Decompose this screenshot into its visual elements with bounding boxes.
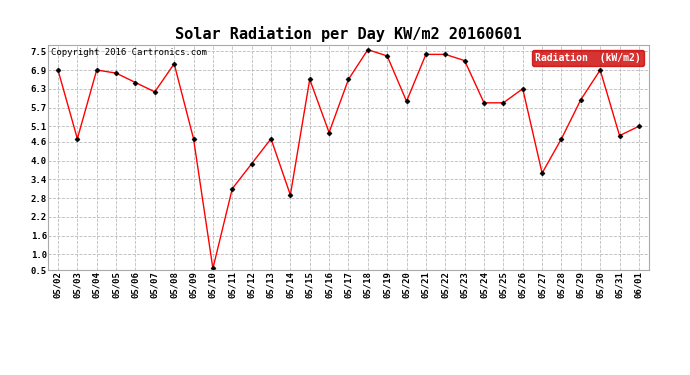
Legend: Radiation  (kW/m2): Radiation (kW/m2)	[532, 50, 644, 66]
Title: Solar Radiation per Day KW/m2 20160601: Solar Radiation per Day KW/m2 20160601	[175, 27, 522, 42]
Text: Copyright 2016 Cartronics.com: Copyright 2016 Cartronics.com	[51, 48, 207, 57]
